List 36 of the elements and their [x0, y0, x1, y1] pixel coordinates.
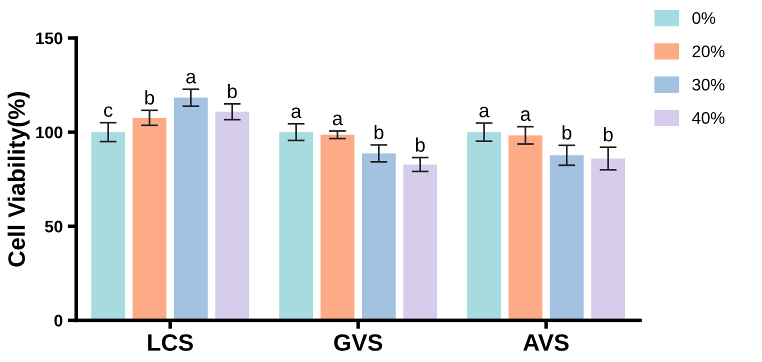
data-label: a	[332, 114, 343, 126]
y-tick-label: 0	[54, 314, 62, 327]
bar	[279, 132, 314, 320]
legend-label: 40%	[692, 112, 725, 124]
data-label: b	[374, 124, 384, 140]
data-label: b	[228, 84, 237, 98]
data-label: b	[562, 125, 572, 140]
data-label: a	[186, 72, 196, 84]
data-label: a	[292, 107, 302, 118]
y-tick-label: 50	[44, 220, 62, 232]
data-label: b	[604, 127, 613, 142]
y-axis-title: Cell Viability(%)	[8, 92, 30, 267]
bar	[174, 98, 208, 320]
y-tick-label: 150	[36, 32, 62, 44]
data-label: a	[520, 110, 531, 121]
bar	[91, 132, 126, 320]
x-tick-label: AVS	[523, 334, 569, 351]
x-tick-label: GVS	[334, 334, 382, 351]
data-label: c	[104, 106, 112, 117]
y-tick-label: 100	[36, 126, 62, 138]
bar	[215, 112, 250, 320]
data-label: a	[479, 106, 490, 118]
bar	[508, 135, 542, 320]
bar	[362, 153, 396, 320]
legend-label: 0%	[692, 12, 716, 24]
bar	[320, 134, 354, 320]
bar	[132, 118, 166, 320]
bar	[467, 132, 501, 320]
legend-label: 30%	[692, 78, 725, 91]
data-label: b	[416, 138, 425, 152]
bar	[550, 155, 584, 320]
x-tick-label: LCS	[148, 334, 193, 351]
bar	[403, 164, 438, 320]
data-label: b	[145, 90, 154, 105]
legend-label: 20%	[692, 45, 725, 58]
bar	[591, 158, 626, 320]
